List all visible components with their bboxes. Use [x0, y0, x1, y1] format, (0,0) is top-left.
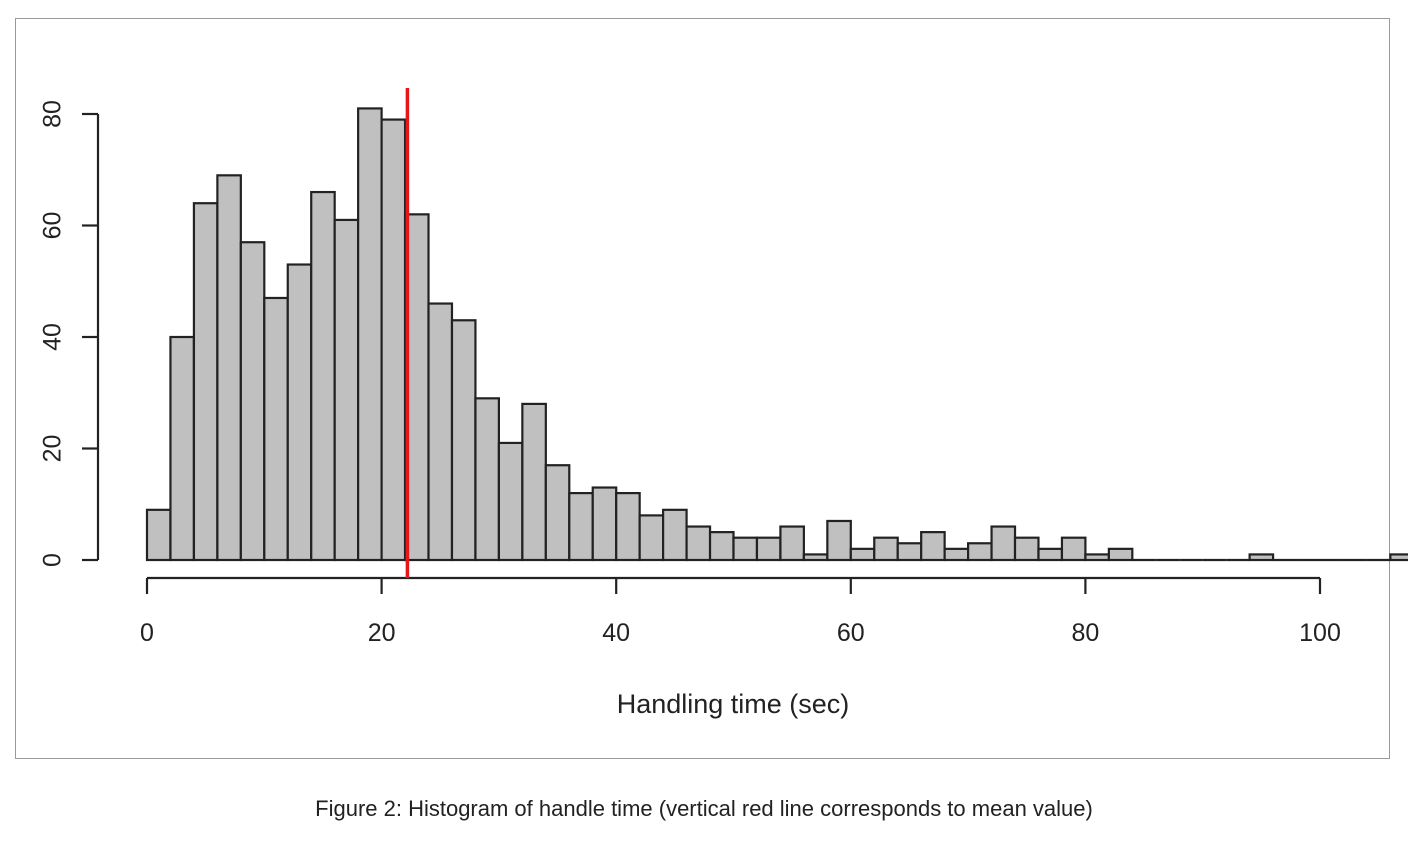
histogram-bar — [427, 302, 454, 562]
histogram-bar — [1389, 553, 1408, 562]
histogram-bar — [802, 553, 829, 562]
histogram-bar — [966, 542, 993, 562]
y-tick-label: 60 — [39, 212, 67, 240]
histogram-bars — [145, 107, 1408, 562]
histogram-bar — [310, 190, 336, 562]
histogram-bar — [239, 241, 266, 562]
histogram-bar — [474, 397, 501, 562]
histogram-bar — [145, 508, 172, 562]
histogram-bar — [1248, 553, 1275, 562]
histogram-bar — [1107, 547, 1134, 562]
x-tick-label: 60 — [837, 619, 865, 647]
histogram-bar — [1037, 547, 1064, 562]
histogram-bar — [873, 536, 899, 562]
histogram-bar — [685, 525, 712, 562]
x-axis: 0 20 40 60 80 100 — [140, 576, 1341, 647]
histogram-bar — [638, 514, 665, 562]
x-tick-label: 20 — [368, 619, 396, 647]
x-tick-label: 100 — [1299, 619, 1341, 647]
histogram-bar — [333, 218, 360, 562]
figure-caption: Figure 2: Histogram of handle time (vert… — [315, 796, 1093, 821]
histogram-bar — [521, 402, 547, 562]
histogram-bar — [169, 335, 196, 562]
histogram-bar — [497, 441, 524, 562]
histogram-bar — [286, 263, 313, 562]
histogram-bar — [920, 531, 946, 562]
histogram-bar — [192, 202, 219, 562]
histogram-bar — [591, 486, 618, 562]
histogram-bar — [1060, 536, 1087, 562]
histogram-bar — [216, 174, 242, 562]
histogram-bar — [357, 107, 383, 562]
histogram-bar — [990, 525, 1017, 562]
histogram-bar — [1084, 553, 1110, 562]
y-axis: 0 20 40 60 80 — [39, 100, 100, 567]
histogram-bar — [943, 547, 970, 562]
histogram-bar — [450, 319, 477, 562]
histogram-bar — [732, 536, 759, 562]
histogram-bar — [544, 464, 571, 562]
histogram-bar — [849, 547, 876, 562]
y-tick-label: 20 — [39, 435, 67, 463]
histogram-bar — [755, 536, 782, 562]
x-tick-label: 40 — [602, 619, 630, 647]
y-tick-label: 0 — [39, 553, 67, 567]
x-tick-label: 0 — [140, 619, 154, 647]
histogram-bar — [708, 531, 735, 562]
histogram-bar — [568, 492, 594, 562]
histogram-bar — [779, 525, 805, 562]
histogram-bar — [896, 542, 923, 562]
histogram-bar — [826, 519, 852, 562]
histogram-bar — [615, 492, 641, 562]
y-tick-label: 40 — [39, 323, 67, 351]
histogram-bar — [380, 118, 407, 562]
x-tick-label: 80 — [1071, 619, 1099, 647]
y-tick-label: 80 — [39, 100, 67, 128]
histogram-bar — [662, 508, 688, 562]
histogram-bar — [1013, 536, 1040, 562]
histogram-bar — [263, 296, 289, 562]
x-axis-title: Handling time (sec) — [617, 689, 850, 719]
